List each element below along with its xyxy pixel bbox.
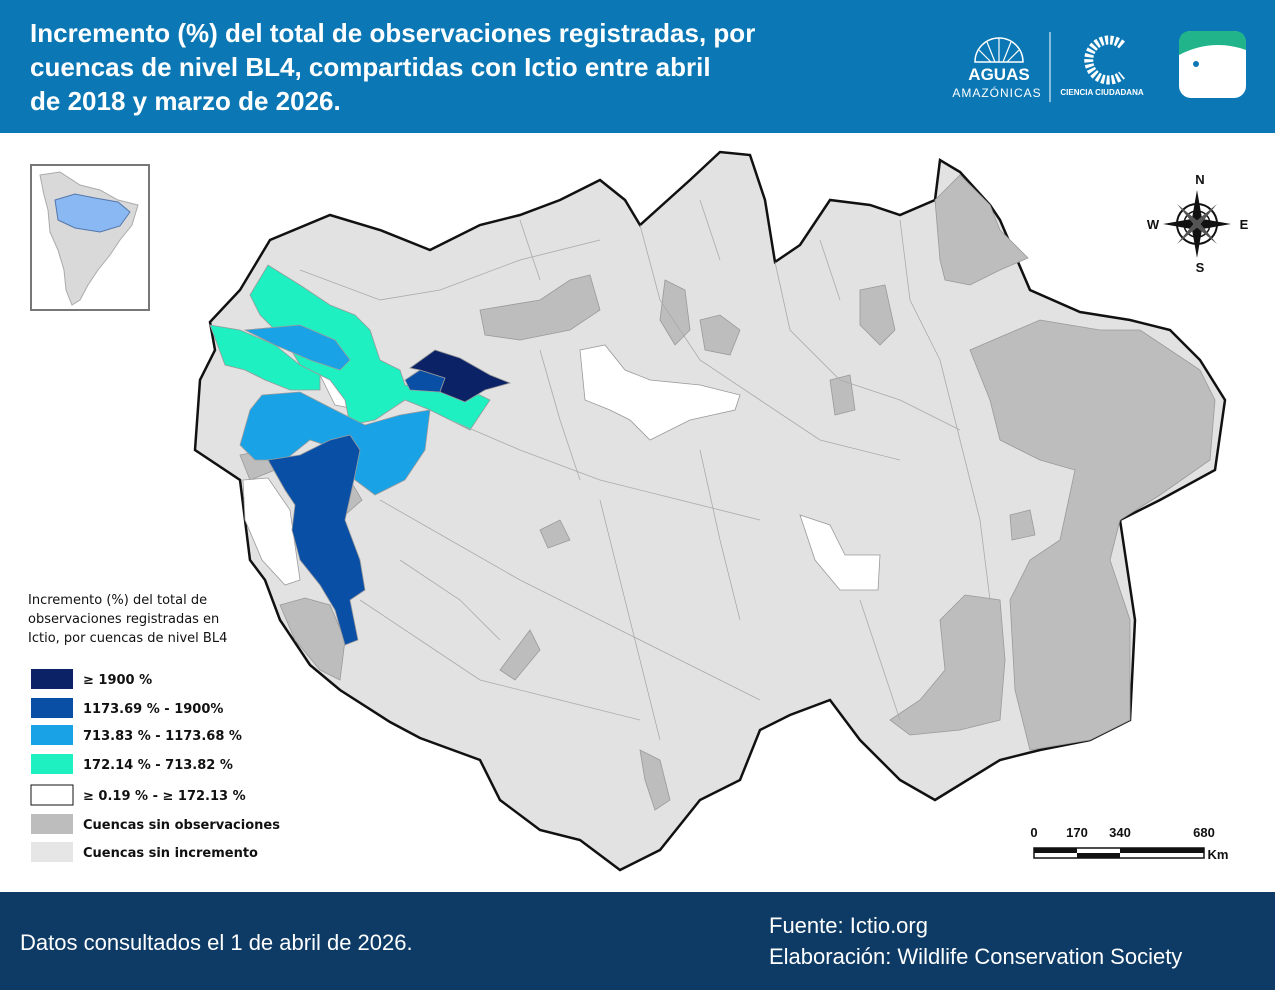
map-shape <box>1034 848 1077 853</box>
basin-no-obs <box>969 319 1216 751</box>
basin-teal <box>209 324 321 391</box>
logo-aguas: AGUAS AMAZÓNICAS <box>952 37 1041 100</box>
compass-label: E <box>1240 217 1249 232</box>
map-shape <box>1193 61 1199 67</box>
basin-white <box>242 477 301 586</box>
legend-swatch <box>31 669 73 689</box>
logo-ictio <box>1179 31 1246 98</box>
legend-swatch <box>30 784 74 806</box>
footer-text: Fuente: Ictio.org <box>769 913 928 938</box>
basin-no-obs <box>659 279 691 346</box>
scale-unit: Km <box>1208 847 1229 862</box>
logo-ciencia: CIENCIA CIUDADANA <box>1060 35 1144 97</box>
basin-no-obs <box>1009 509 1036 541</box>
basin-no-obs <box>859 284 896 346</box>
map-shape <box>978 38 1020 63</box>
legend-title: Ictio, por cuencas de nivel BL4 <box>28 631 227 646</box>
basin-no-obs <box>499 629 541 681</box>
scale-label: 170 <box>1066 825 1088 840</box>
legend-label: ≥ 1900 % <box>83 673 152 688</box>
basin-no-obs <box>479 274 601 341</box>
title-line: de 2018 y marzo de 2026. <box>30 86 341 116</box>
header-bar <box>0 0 1275 133</box>
legend-swatch <box>31 842 73 862</box>
basin-map <box>193 150 1227 872</box>
basin-no-obs <box>639 749 671 811</box>
title-line: Incremento (%) del total de observacione… <box>30 18 755 48</box>
compass-label: S <box>1196 260 1205 275</box>
basin-white <box>579 344 741 441</box>
basin-navy <box>409 349 512 403</box>
compass-label: N <box>1195 172 1204 187</box>
legend-swatch <box>31 725 73 745</box>
legend-label: Cuencas sin observaciones <box>83 818 280 833</box>
scale-bar: Km 0 170 340 680 <box>1030 825 1228 862</box>
legend-swatch <box>31 698 73 718</box>
map-shape <box>1084 35 1125 85</box>
basin-blue <box>267 434 366 646</box>
map-shape <box>1120 848 1204 853</box>
scale-label: 340 <box>1109 825 1131 840</box>
basin-no-obs <box>889 594 1006 736</box>
logo-text: AMAZÓNICAS <box>952 85 1041 100</box>
map-shape <box>974 37 1024 63</box>
compass: N E S W <box>1147 172 1249 275</box>
legend: Incremento (%) del total de observacione… <box>28 593 280 862</box>
map-shape <box>1077 853 1120 858</box>
logo-text: AGUAS <box>968 65 1029 84</box>
legend-title: observaciones registradas en <box>28 612 219 627</box>
legend-swatch <box>31 754 73 774</box>
compass-label: W <box>1147 217 1160 232</box>
legend-title: Incremento (%) del total de <box>28 593 207 608</box>
scale-label: 680 <box>1193 825 1215 840</box>
basin-no-obs <box>279 597 346 681</box>
map-shape <box>54 193 131 233</box>
basin-white <box>799 514 881 591</box>
footer-text: Datos consultados el 1 de abril de 2026. <box>20 930 413 955</box>
legend-label: 1173.69 % - 1900% <box>83 702 223 717</box>
basin-no-obs <box>699 314 741 356</box>
legend-swatch <box>31 814 73 834</box>
basin-no-obs <box>829 374 856 416</box>
inset-map <box>30 164 150 311</box>
legend-label: ≥ 0.19 % - ≥ 172.13 % <box>83 789 246 804</box>
basin-lightblue <box>243 324 351 371</box>
legend-label: Cuencas sin incremento <box>83 846 258 861</box>
basin-no-obs <box>934 174 1029 286</box>
footer-text: Elaboración: Wildlife Conservation Socie… <box>769 944 1182 969</box>
map-shape <box>1179 31 1246 55</box>
footer-bar <box>0 892 1275 990</box>
basin-no-obs <box>539 519 571 549</box>
logo-text: CIENCIA CIUDADANA <box>1060 88 1143 97</box>
title-line: cuencas de nivel BL4, compartidas con Ic… <box>30 52 711 82</box>
basin-lines <box>299 199 991 741</box>
legend-label: 172.14 % - 713.82 % <box>83 758 233 773</box>
legend-label: 713.83 % - 1173.68 % <box>83 729 242 744</box>
map-shape <box>1177 204 1217 244</box>
scale-label: 0 <box>1030 825 1037 840</box>
